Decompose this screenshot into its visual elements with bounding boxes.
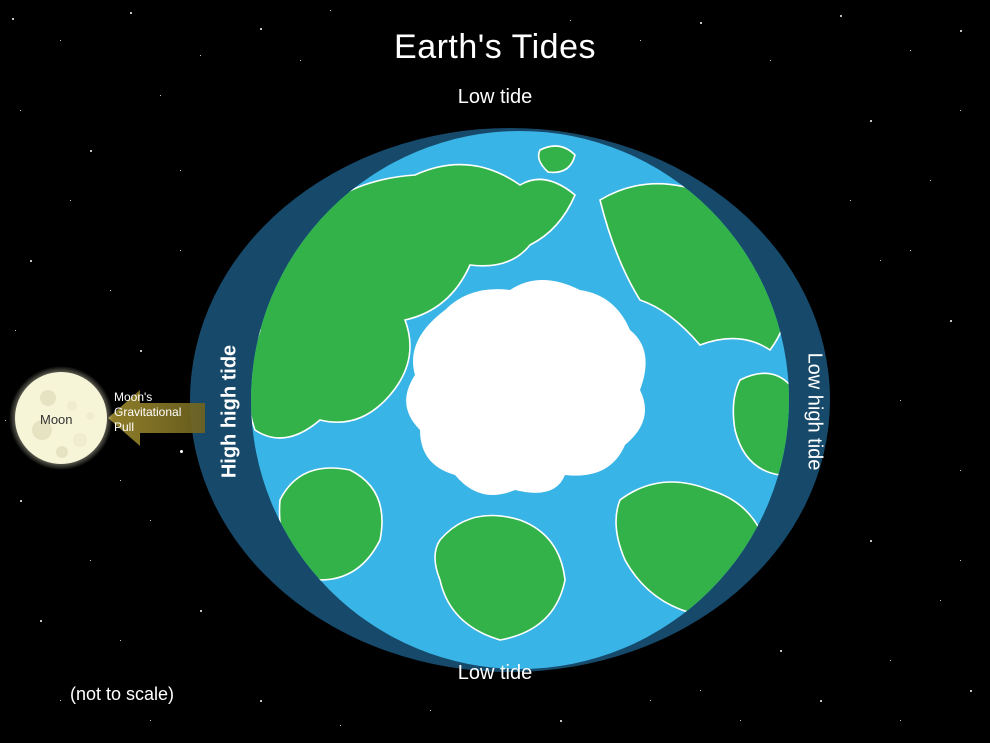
moon-label: Moon: [40, 412, 73, 427]
label-low-tide-top: Low tide: [458, 86, 533, 109]
label-high-high-tide: High high tide: [219, 345, 242, 478]
arrow-label: Moon'sGravitationalPull: [114, 390, 181, 435]
label-low-tide-bottom: Low tide: [458, 662, 533, 685]
scale-note: (not to scale): [70, 684, 174, 705]
diagram-title: Earth's Tides: [394, 28, 596, 67]
label-low-high-tide: Low high tide: [803, 353, 826, 471]
tides-diagram: [0, 0, 990, 743]
